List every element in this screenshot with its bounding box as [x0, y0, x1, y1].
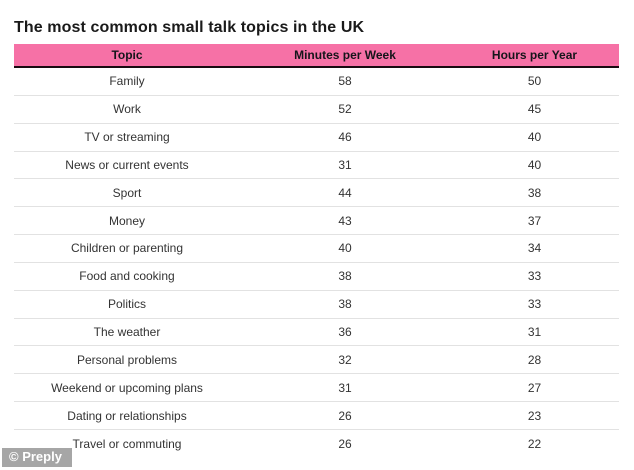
- topic-cell: Work: [113, 102, 141, 117]
- hours-per-year-cell: 40: [527, 157, 542, 172]
- topic-cell: News or current events: [65, 157, 189, 172]
- topic-cell: Personal problems: [76, 352, 178, 367]
- table-row: Work 52 45: [14, 95, 619, 124]
- hours-per-year-cell: 40: [527, 130, 542, 145]
- table-row: Food and cooking 38 33: [14, 262, 619, 291]
- topic-cell: The weather: [93, 325, 161, 340]
- minutes-per-week-cell: 26: [338, 436, 352, 451]
- table-body: Family 58 50 Work 52 45 TV or streaming 46 40 New…: [14, 68, 619, 458]
- table-row: TV or streaming 46 40: [14, 123, 619, 152]
- hours-per-year-cell: 22: [527, 436, 542, 451]
- hours-per-year-cell: 28: [527, 352, 542, 367]
- topic-cell: Sport: [112, 185, 142, 200]
- minutes-per-week-cell: 36: [338, 325, 352, 340]
- hours-per-year-cell: 37: [527, 213, 542, 228]
- table-row: Family 58 50: [14, 68, 619, 96]
- topic-cell: Politics: [107, 297, 146, 312]
- table-row: Children or parenting 40 34: [14, 235, 619, 263]
- hours-per-year-cell: 33: [527, 297, 542, 312]
- table-row: Dating or relationships 26 23: [14, 402, 619, 430]
- topic-cell: Weekend or upcoming plans: [51, 380, 203, 395]
- topic-cell: Family: [109, 74, 145, 89]
- table-row: Sport 44 38: [14, 179, 619, 208]
- topic-cell: Food and cooking: [79, 269, 175, 284]
- minutes-per-week-cell: 46: [338, 130, 352, 145]
- column-header-hours-per-year: Hours per Year: [491, 48, 578, 62]
- page-title: The most common small talk topics in the…: [14, 18, 365, 36]
- hours-per-year-cell: 45: [527, 102, 542, 117]
- minutes-per-week-cell: 31: [338, 157, 352, 172]
- topic-cell: Children or parenting: [70, 241, 184, 256]
- table-row: Personal problems 32 28: [14, 346, 619, 375]
- hours-per-year-cell: 27: [527, 380, 542, 395]
- credit-badge: © Preply: [2, 448, 72, 467]
- table-row: Travel or commuting 26 22: [14, 429, 619, 458]
- minutes-per-week-cell: 38: [338, 269, 352, 284]
- table-row: Politics 38 33: [14, 290, 619, 319]
- minutes-per-week-cell: 31: [338, 380, 352, 395]
- table-header-row: Topic Minutes per Week Hours per Year: [14, 44, 619, 68]
- hours-per-year-cell: 38: [527, 185, 542, 200]
- topic-cell: TV or streaming: [84, 130, 170, 145]
- topic-cell: Travel or commuting: [72, 436, 182, 451]
- column-header-topic: Topic: [111, 48, 143, 62]
- table-row: Money 43 37: [14, 207, 619, 236]
- hours-per-year-cell: 23: [527, 408, 542, 423]
- minutes-per-week-cell: 32: [338, 352, 352, 367]
- minutes-per-week-cell: 52: [338, 102, 352, 117]
- hours-per-year-cell: 31: [527, 325, 542, 340]
- minutes-per-week-cell: 44: [338, 185, 352, 200]
- hours-per-year-cell: 50: [527, 74, 542, 89]
- minutes-per-week-cell: 43: [338, 213, 352, 228]
- topic-cell: Money: [108, 213, 146, 228]
- table-row: Weekend or upcoming plans 31 27: [14, 374, 619, 403]
- minutes-per-week-cell: 26: [338, 408, 352, 423]
- small-talk-table: Topic Minutes per Week Hours per Year Fa…: [14, 44, 619, 458]
- table-row: The weather 36 31: [14, 318, 619, 347]
- hours-per-year-cell: 34: [527, 241, 542, 256]
- hours-per-year-cell: 33: [527, 269, 542, 284]
- minutes-per-week-cell: 40: [338, 241, 352, 256]
- table-row: News or current events 31 40: [14, 151, 619, 180]
- minutes-per-week-cell: 58: [338, 74, 352, 89]
- minutes-per-week-cell: 38: [338, 297, 352, 312]
- topic-cell: Dating or relationships: [67, 408, 187, 423]
- column-header-minutes-per-week: Minutes per Week: [294, 48, 396, 62]
